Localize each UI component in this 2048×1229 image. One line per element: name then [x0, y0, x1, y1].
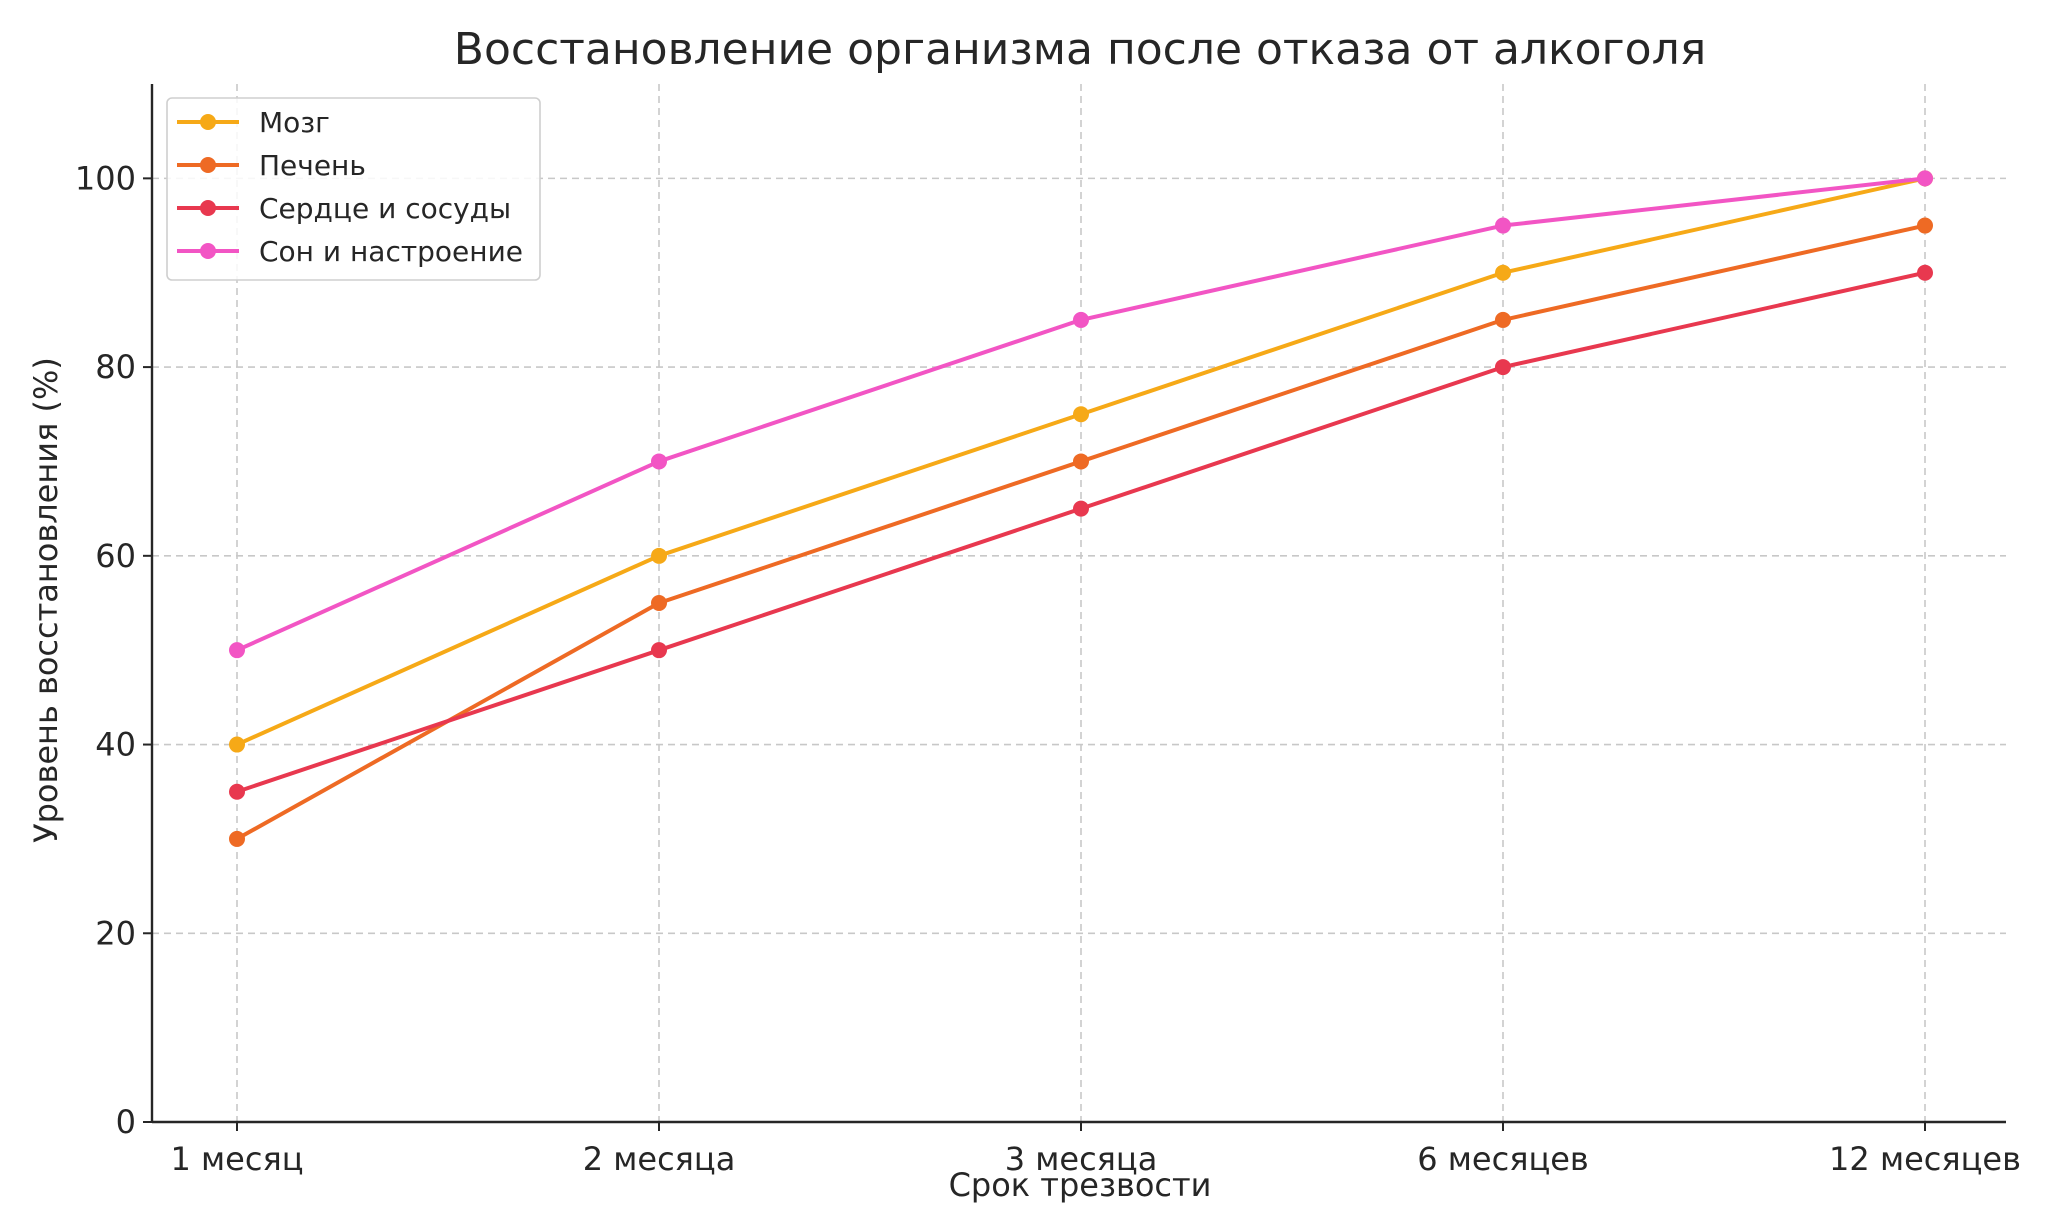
- y-tick-label: 40: [95, 726, 136, 764]
- data-point: [1495, 311, 1511, 328]
- axes-layer: 0 20 40 60 80 100 1 месяц 2 месяца 3 месяца 6 мес…: [75, 84, 2021, 1178]
- legend-marker: [200, 157, 216, 173]
- data-point: [651, 547, 667, 564]
- data-point: [1073, 406, 1089, 423]
- y-tick-label: 0: [116, 1103, 136, 1141]
- data-point: [229, 736, 245, 753]
- series-2: [229, 217, 1933, 847]
- data-point: [1495, 359, 1511, 376]
- data-point: [1917, 217, 1933, 234]
- data-point: [651, 595, 667, 611]
- y-axis-label: Уровень восстановления (%): [27, 357, 65, 843]
- data-point: [1073, 311, 1089, 328]
- legend-item: Сон и настроение: [177, 235, 523, 268]
- data-point: [651, 453, 667, 470]
- data-point: [229, 783, 245, 800]
- legend: Мозг Печень Сердце и сосуды Сон и настроени…: [166, 97, 541, 281]
- legend-marker: [200, 114, 216, 130]
- legend-label: Сон и настроение: [259, 235, 523, 268]
- data-point: [1917, 264, 1933, 281]
- data-point: [1917, 170, 1933, 187]
- legend-item: Сердце и сосуды: [177, 192, 511, 225]
- legend-item: Печень: [177, 149, 366, 182]
- data-point: [1495, 264, 1511, 281]
- x-tick-label: 12 месяцев: [1829, 1140, 2021, 1178]
- y-tick-label: 100: [75, 159, 136, 197]
- series-layer: [229, 170, 1933, 847]
- legend-marker: [200, 243, 216, 259]
- x-tick-label: 6 месяцев: [1417, 1140, 1589, 1178]
- legend-label: Мозг: [259, 106, 330, 139]
- y-tick-label: 20: [95, 914, 136, 952]
- legend-label: Сердце и сосуды: [259, 192, 511, 225]
- data-point: [1495, 217, 1511, 234]
- series-4: [229, 170, 1933, 659]
- data-point: [1073, 500, 1089, 517]
- legend-box: [166, 97, 541, 281]
- x-tick-label: 1 месяц: [171, 1140, 304, 1178]
- data-point: [651, 642, 667, 659]
- legend-label: Печень: [259, 149, 366, 182]
- x-axis-label: Срок трезвости: [949, 1166, 1212, 1204]
- data-point: [1073, 453, 1089, 470]
- series-3: [229, 264, 1933, 800]
- data-point: [229, 642, 245, 659]
- legend-item: Мозг: [177, 106, 330, 139]
- y-tick-label: 80: [95, 348, 136, 386]
- data-point: [229, 830, 245, 847]
- x-tick-label: 3 месяца: [1005, 1140, 1158, 1178]
- legend-marker: [200, 200, 216, 216]
- grid-layer: [152, 84, 2006, 1122]
- x-tick-label: 2 месяца: [583, 1140, 736, 1178]
- chart-title: Восстановление организма после отказа от…: [454, 24, 1706, 75]
- y-tick-label: 60: [95, 537, 136, 575]
